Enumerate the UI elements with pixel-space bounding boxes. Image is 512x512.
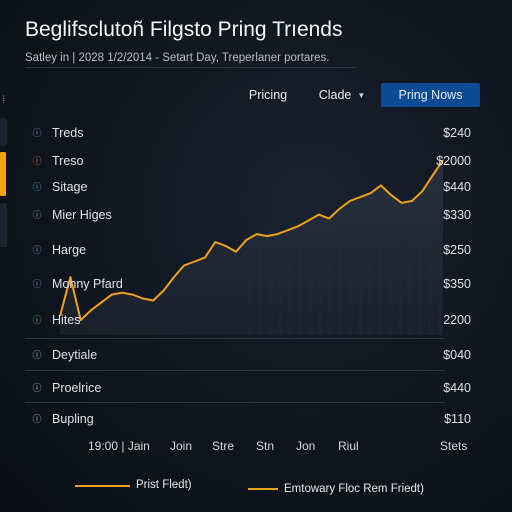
row-value: $240	[443, 126, 471, 140]
row-label: Treso	[52, 154, 84, 168]
clade-dropdown[interactable]: Clade ▼	[312, 83, 372, 107]
x-tick-label: Stn	[256, 439, 275, 453]
row-value: 2200	[443, 313, 471, 327]
row-label: Mier Higes	[52, 208, 112, 222]
row-value: $110	[444, 412, 471, 426]
series-line	[59, 159, 444, 321]
info-icon[interactable]: ⓘ	[32, 210, 42, 220]
row-value: $440	[443, 381, 471, 395]
page-title: Beglifsclutoñ Filgsto Pring Trıends	[25, 18, 343, 41]
chevron-down-icon: ▼	[357, 90, 366, 100]
x-tick-label: Stre	[212, 439, 235, 453]
row-separator	[25, 402, 445, 403]
info-icon[interactable]: ⓘ	[32, 383, 42, 393]
row-label: Bupling	[52, 412, 94, 426]
x-tick-label: Riul	[338, 439, 359, 453]
row-label: Hites	[52, 313, 81, 327]
active-row-indicator	[0, 152, 6, 196]
row-label: Proelrice	[52, 381, 102, 395]
row-value: $350	[443, 277, 471, 291]
edge-tick-mark: ⁞	[2, 95, 5, 106]
page-subtitle: Satley in | 2028 1/2/2014 - Setart Day, …	[25, 52, 330, 64]
row-value: $2000	[436, 154, 471, 168]
legend-label: Emtowary Floc Rem Friedt)	[284, 483, 424, 495]
side-strip	[0, 203, 7, 247]
clade-dropdown-label: Clade	[318, 88, 352, 102]
legend-swatch	[248, 488, 278, 490]
row-label: Harge	[52, 243, 87, 257]
info-icon[interactable]: ⓘ	[32, 279, 42, 289]
row-label: Treds	[52, 126, 84, 140]
x-tick-label: Join	[170, 439, 193, 453]
row-label: Sitage	[52, 180, 88, 194]
info-icon[interactable]: ⓘ	[32, 128, 42, 138]
info-icon[interactable]: ⓘ	[32, 350, 42, 360]
x-tick-label: 19:00 | Jain	[88, 439, 150, 453]
row-separator	[25, 370, 445, 371]
row-label: Deytiale	[52, 348, 98, 362]
x-tick-label: Stets	[440, 439, 468, 453]
pring-nows-button-label: Pring Nows	[398, 88, 463, 102]
header-divider	[25, 67, 355, 68]
legend-swatch	[75, 485, 130, 487]
row-label: Monny Pfard	[52, 277, 123, 291]
pricing-button-label: Pricing	[248, 88, 288, 102]
series-area	[60, 160, 443, 335]
row-value: $330	[443, 208, 471, 222]
x-tick-label: Jon	[296, 439, 316, 453]
info-icon[interactable]: ⓘ	[32, 315, 42, 325]
pricing-button[interactable]: Pricing	[238, 83, 298, 107]
row-value: $250	[443, 243, 471, 257]
pring-nows-button[interactable]: Pring Nows	[381, 83, 480, 107]
side-strip	[0, 118, 7, 146]
legend-label: Prist Fledt)	[136, 479, 192, 491]
info-icon[interactable]: ⓘ	[32, 182, 42, 192]
info-icon[interactable]: ⓘ	[32, 414, 42, 424]
info-icon[interactable]: ⓘ	[32, 156, 42, 166]
info-icon[interactable]: ⓘ	[32, 245, 42, 255]
row-value: $440	[443, 180, 471, 194]
row-value: $040	[443, 348, 471, 362]
row-separator	[25, 338, 445, 339]
